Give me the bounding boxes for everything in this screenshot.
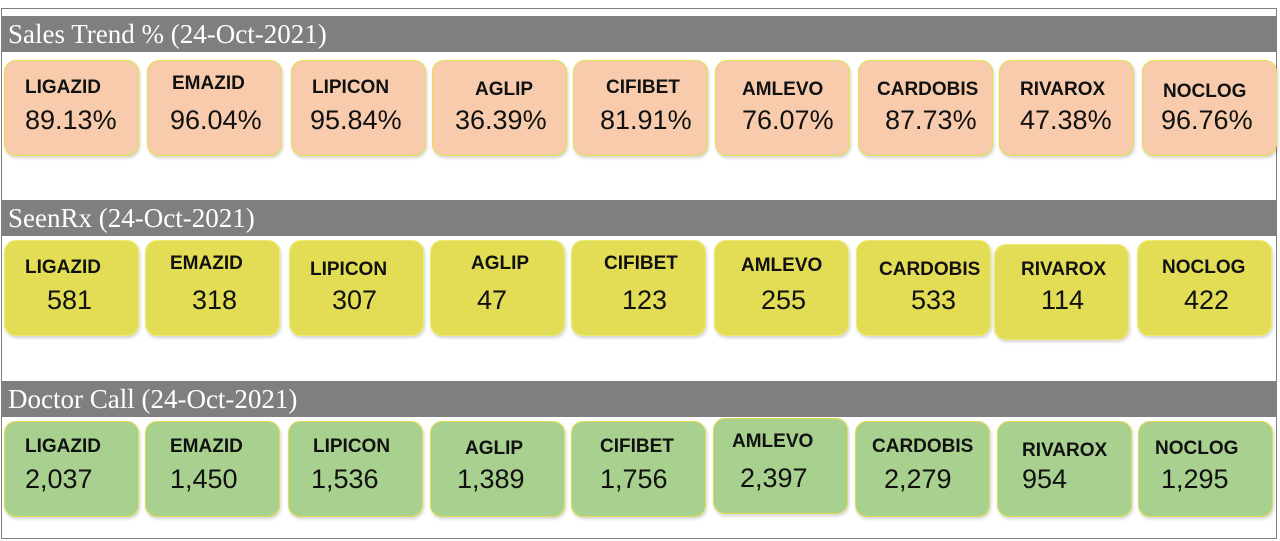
card-name: NOCLOG [1162, 257, 1246, 278]
card-value: 318 [192, 285, 238, 315]
card-name: EMAZID [170, 253, 243, 274]
dashboard-frame [1, 8, 1277, 539]
sales-card-noclog[interactable]: NOCLOG 96.76% [1142, 60, 1277, 156]
card-value: 36.39% [455, 105, 547, 135]
sales-card-lipicon[interactable]: LIPICON 95.84% [291, 60, 426, 156]
card-name: RIVAROX [1022, 440, 1108, 461]
card-value: 96.76% [1161, 105, 1253, 135]
card-value: 581 [47, 285, 93, 315]
doctor-call-header: Doctor Call (24-Oct-2021) [2, 381, 1276, 417]
doctor-call-card-emazid[interactable]: EMAZID 1,450 [145, 421, 280, 517]
card-name: LIGAZID [25, 257, 101, 278]
card-value: 255 [761, 285, 807, 315]
card-value: 47.38% [1020, 105, 1112, 135]
card-value: 81.91% [600, 105, 692, 135]
sales-card-amlevo[interactable]: AMLEVO 76.07% [715, 60, 850, 156]
card-name: CARDOBIS [879, 259, 981, 280]
card-name: NOCLOG [1163, 81, 1247, 102]
doctor-call-card-ligazid[interactable]: LIGAZID 2,037 [4, 421, 139, 517]
card-name: CARDOBIS [872, 436, 974, 457]
doctor-call-card-aglip[interactable]: AGLIP 1,389 [430, 421, 565, 517]
card-value: 307 [332, 285, 378, 315]
card-name: AMLEVO [732, 431, 814, 452]
card-name: EMAZID [170, 436, 243, 457]
card-name: AGLIP [475, 79, 534, 100]
sales-card-cifibet[interactable]: CIFIBET 81.91% [573, 60, 708, 156]
card-name: AMLEVO [742, 79, 824, 100]
card-name: LIGAZID [25, 77, 101, 98]
doctor-call-card-cifibet[interactable]: CIFIBET 1,756 [571, 421, 706, 517]
seenrx-card-noclog[interactable]: NOCLOG 422 [1137, 240, 1272, 336]
card-name: AGLIP [465, 438, 524, 459]
card-value: 1,389 [457, 464, 525, 494]
card-value: 1,450 [170, 464, 238, 494]
seenrx-card-rivarox[interactable]: RIVAROX 114 [994, 244, 1129, 340]
card-value: 95.84% [310, 105, 402, 135]
doctor-call-card-lipicon[interactable]: LIPICON 1,536 [288, 421, 423, 517]
sales-card-emazid[interactable]: EMAZID 96.04% [147, 60, 282, 156]
seenrx-card-cifibet[interactable]: CIFIBET 123 [571, 240, 706, 336]
card-name: AMLEVO [741, 255, 823, 276]
card-value: 422 [1184, 285, 1230, 315]
sales-card-aglip[interactable]: AGLIP 36.39% [432, 60, 567, 156]
card-name: NOCLOG [1155, 438, 1239, 459]
doctor-call-card-cardobis[interactable]: CARDOBIS 2,279 [855, 421, 990, 517]
sales-card-ligazid[interactable]: LIGAZID 89.13% [4, 60, 139, 156]
seenrx-header: SeenRx (24-Oct-2021) [2, 200, 1276, 236]
card-name: LIPICON [312, 77, 390, 98]
card-value: 1,295 [1161, 464, 1229, 494]
card-name: LIPICON [313, 436, 391, 457]
card-value: 2,279 [884, 464, 952, 494]
card-value: 89.13% [25, 105, 117, 135]
seenrx-card-ligazid[interactable]: LIGAZID 581 [4, 240, 139, 336]
card-name: EMAZID [172, 73, 245, 94]
card-value: 96.04% [170, 105, 262, 135]
sales-trend-header: Sales Trend % (24-Oct-2021) [2, 16, 1276, 52]
sales-card-cardobis[interactable]: CARDOBIS 87.73% [858, 60, 993, 156]
card-name: CIFIBET [604, 253, 678, 274]
card-value: 76.07% [742, 105, 834, 135]
seenrx-card-cardobis[interactable]: CARDOBIS 533 [856, 240, 991, 336]
card-name: CIFIBET [600, 436, 674, 457]
card-name: RIVAROX [1020, 79, 1106, 100]
card-name: CARDOBIS [877, 79, 979, 100]
doctor-call-card-amlevo[interactable]: AMLEVO 2,397 [713, 418, 848, 514]
seenrx-card-lipicon[interactable]: LIPICON 307 [289, 240, 424, 336]
card-value: 533 [911, 285, 957, 315]
card-name: AGLIP [471, 253, 530, 274]
card-name: CIFIBET [606, 77, 680, 98]
card-value: 123 [622, 285, 668, 315]
seenrx-card-aglip[interactable]: AGLIP 47 [430, 240, 565, 336]
seenrx-card-amlevo[interactable]: AMLEVO 255 [714, 240, 849, 336]
card-value: 87.73% [885, 105, 977, 135]
card-name: LIGAZID [25, 436, 101, 457]
card-name: LIPICON [310, 259, 388, 280]
card-value: 114 [1041, 285, 1085, 315]
seenrx-card-emazid[interactable]: EMAZID 318 [145, 240, 280, 336]
card-value: 954 [1022, 464, 1068, 494]
doctor-call-card-rivarox[interactable]: RIVAROX 954 [997, 421, 1132, 517]
card-value: 1,756 [600, 464, 668, 494]
card-name: RIVAROX [1021, 259, 1107, 280]
card-value: 1,536 [311, 464, 379, 494]
card-value: 2,037 [25, 464, 93, 494]
card-value: 47 [477, 285, 508, 315]
doctor-call-card-noclog[interactable]: NOCLOG 1,295 [1138, 421, 1273, 517]
sales-card-rivarox[interactable]: RIVAROX 47.38% [999, 60, 1134, 156]
card-value: 2,397 [740, 463, 808, 493]
